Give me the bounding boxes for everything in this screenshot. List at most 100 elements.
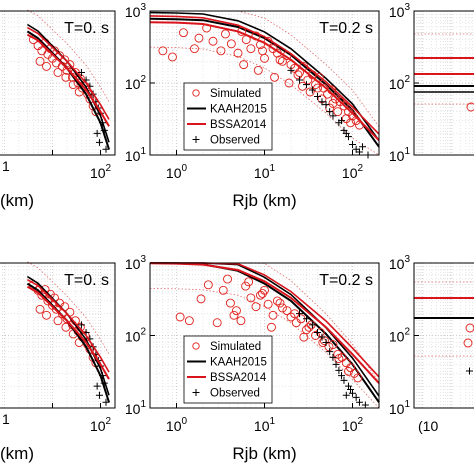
simulated-point [61, 72, 71, 82]
x-tick-label: 100 [166, 416, 188, 434]
simulated-point [299, 332, 309, 342]
simulated-point [275, 298, 285, 308]
x-tick-label: 101 [254, 163, 276, 181]
observed-point [302, 315, 310, 323]
simulated-point [328, 98, 338, 108]
simulated-point [282, 306, 292, 316]
panel-title: T=0.2 s [319, 272, 373, 289]
simulated-point [175, 312, 185, 322]
panel-bottom-mid: 103 102 101 100 101 102 Rjb (km) T=0.2 s Simulat… [125, 254, 380, 463]
simulated-point [333, 107, 343, 117]
observed-point [93, 382, 101, 390]
simulated-point [158, 46, 168, 56]
simulated-point [244, 277, 254, 287]
simulated-point [225, 298, 235, 308]
observed-point [95, 138, 103, 146]
bssa-line [26, 285, 110, 380]
x-tick-label: 102 [90, 416, 112, 434]
simulated-point [267, 322, 276, 332]
panel-top-right: 103 102 101 [389, 2, 474, 164]
observed-point [326, 348, 334, 356]
observed-point [347, 385, 355, 393]
legend-kaah-label: KAAH2015 [210, 357, 267, 369]
simulated-point [218, 285, 228, 295]
x-tick-label: 100 [166, 163, 188, 181]
simulated-point [37, 290, 47, 300]
simulated-point [53, 316, 63, 326]
simulated-point [328, 340, 338, 350]
observed-point [308, 86, 316, 94]
simulated-point [263, 36, 273, 46]
simulated-point [272, 48, 282, 58]
legend-observed-marker [192, 389, 200, 396]
simulated-point [74, 87, 84, 97]
observed-point [93, 129, 101, 137]
simulated-point [212, 318, 222, 328]
bssa-line [26, 33, 110, 127]
observed-point [329, 112, 337, 120]
legend-simulated-marker [192, 342, 200, 350]
panel-title: T=0. s [64, 20, 109, 37]
simulated-point [268, 310, 278, 320]
bssa-upper-line [149, 15, 380, 135]
simulated-point [246, 44, 256, 54]
simulated-point [239, 60, 249, 70]
x-axis-label: (km) [0, 191, 34, 210]
simulated-point [42, 61, 51, 71]
x-tick-label-partial: 1 [2, 411, 10, 427]
simulated-point [299, 61, 309, 71]
simulated-point [208, 36, 218, 46]
bssa-upper-line [27, 279, 110, 373]
y-tick-label: 103 [125, 2, 147, 20]
simulated-point [253, 65, 263, 75]
kaah-upper-line [149, 11, 380, 142]
simulated-point [313, 83, 322, 93]
simulated-point [278, 56, 287, 66]
x-tick-label: 102 [90, 163, 112, 181]
simulated-point [304, 322, 314, 332]
y-tick-label: 101 [389, 399, 411, 417]
simulated-point [61, 322, 71, 332]
observed-point [296, 76, 304, 84]
simulated-point [168, 52, 177, 62]
bssa-line [149, 262, 380, 384]
simulated-point [295, 68, 304, 77]
simulated-point [256, 40, 265, 50]
y-tick-label: 102 [389, 327, 411, 345]
simulated-point [258, 46, 267, 56]
observed-point [340, 376, 348, 384]
legend-kaah-label: KAAH2015 [210, 104, 267, 116]
simulated-point [233, 48, 243, 58]
observed-point [338, 372, 346, 380]
panel-top-mid: 103 102 101 100 101 102 Rjb (km) T=0.2 s Simulat… [125, 2, 380, 210]
simulated-point [463, 338, 473, 348]
simulated-point [42, 310, 51, 320]
observed-point [287, 66, 295, 74]
x-tick-label-partial: 1 [2, 158, 10, 174]
simulated-point [35, 56, 45, 66]
simulated-point [349, 368, 359, 378]
observed-point [349, 140, 357, 148]
observed-point [322, 339, 330, 347]
observed-point [308, 321, 316, 329]
observed-point [342, 129, 350, 137]
simulated-point [334, 354, 344, 364]
simulated-point [263, 299, 273, 309]
x-axis-label: Rjb (km) [232, 444, 296, 463]
legend-bssa-label: BSSA2014 [210, 372, 267, 384]
legend-observed-label: Observed [210, 135, 260, 147]
legend-bssa-label: BSSA2014 [210, 119, 267, 131]
observed-point [355, 148, 363, 156]
observed-point [95, 391, 103, 399]
x-tick-label: 102 [342, 416, 364, 434]
observed-point [349, 389, 357, 397]
panel-bottom-left: 102 1 (km) T=0. s [0, 261, 116, 463]
simulated-point [351, 116, 361, 126]
y-tick-label: 103 [125, 254, 147, 272]
observed-point [338, 117, 346, 125]
simulated-point [258, 289, 267, 298]
upper-bound-line [27, 261, 110, 355]
x-tick-label-partial: (10 [418, 418, 438, 434]
simulated-point [194, 33, 204, 43]
